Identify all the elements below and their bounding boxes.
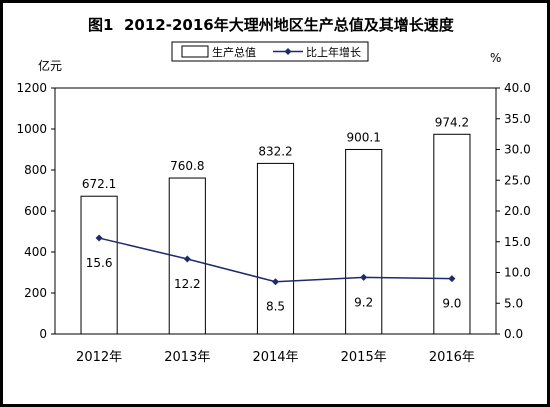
legend-bar-swatch <box>181 45 209 58</box>
x-tick-label: 2015年 <box>341 350 387 365</box>
left-tick-label: 200 <box>24 286 47 300</box>
growth-point <box>360 273 368 281</box>
bar-value-label: 900.1 <box>347 130 381 144</box>
growth-value-label: 9.0 <box>442 297 461 311</box>
chart-figure-label: 图1 <box>88 16 113 34</box>
bar-value-label: 760.8 <box>170 159 204 173</box>
right-tick-label: 10.0 <box>504 266 531 280</box>
right-axis: 0.0 5.0 10.0 15.0 20.0 25.0 30.0 35.0 40.0 <box>496 81 531 341</box>
bar <box>256 162 295 335</box>
left-tick-label: 400 <box>24 245 47 259</box>
left-tick-label: 600 <box>24 204 47 218</box>
legend-diamond-marker <box>284 48 292 55</box>
bar <box>80 195 118 335</box>
right-tick-label: 5.0 <box>504 296 523 310</box>
left-tick-label: 1200 <box>16 81 47 95</box>
bar <box>345 148 383 335</box>
growth-value-label: 9.2 <box>354 295 373 309</box>
right-axis-unit: % <box>490 51 501 65</box>
legend-box <box>171 41 369 62</box>
growth-value-label: 12.2 <box>174 277 201 291</box>
right-tick-label: 35.0 <box>504 112 531 126</box>
right-tick-label: 40.0 <box>504 81 531 95</box>
left-tick-label: 0 <box>39 327 47 341</box>
growth-value-label: 8.5 <box>266 300 285 314</box>
right-tick-label: 20.0 <box>504 204 531 218</box>
growth-value-label: 15.6 <box>86 256 113 270</box>
x-tick-label: 2013年 <box>164 350 210 365</box>
legend-label-gdp: 生产总值 <box>212 45 256 59</box>
right-tick-label: 15.0 <box>504 235 531 249</box>
growth-point <box>272 278 279 286</box>
right-tick-label: 25.0 <box>504 173 531 187</box>
growth-point <box>183 255 191 263</box>
left-tick-label: 800 <box>24 163 47 177</box>
bar-value-label: 832.2 <box>258 144 292 158</box>
left-tick-label: 1000 <box>16 122 47 136</box>
legend: 生产总值 比上年增长 <box>171 41 369 62</box>
growth-point <box>95 234 103 242</box>
growth-point <box>448 275 456 283</box>
bar-value-label: 672.1 <box>82 177 116 191</box>
left-axis-unit: 亿元 <box>38 58 62 73</box>
bar-value-label: 974.2 <box>435 115 469 129</box>
right-tick-label: 0.0 <box>504 327 523 341</box>
x-axis: 2012年 2013年 2014年 2015年 2016年 <box>76 350 475 365</box>
left-axis: 0 200 400 600 800 1000 1200 <box>16 81 55 341</box>
bar <box>433 133 471 335</box>
line-series: 15.6 12.2 8.5 9.2 9.0 <box>86 234 461 314</box>
x-tick-label: 2016年 <box>429 350 475 365</box>
x-tick-label: 2014年 <box>252 350 298 365</box>
legend-label-growth: 比上年增长 <box>306 45 361 59</box>
chart-title: 2012-2016年大理州地区生产总值及其增长速度 <box>124 16 455 34</box>
x-tick-label: 2012年 <box>76 350 122 365</box>
right-tick-label: 30.0 <box>504 143 531 157</box>
